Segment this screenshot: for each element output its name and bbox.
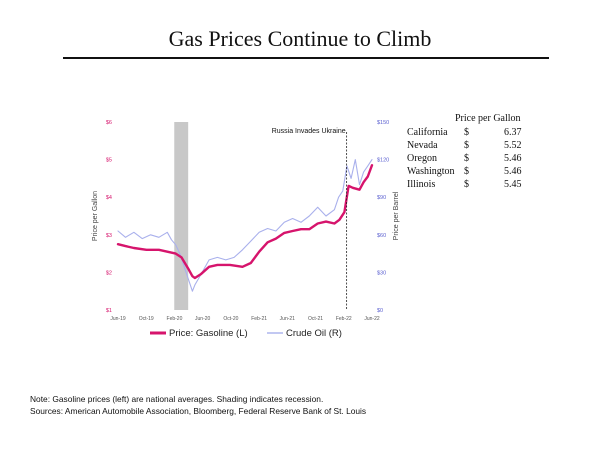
state-price: 5.46 bbox=[504, 153, 522, 164]
title-divider bbox=[63, 57, 549, 59]
recession-shading bbox=[174, 122, 189, 310]
state-name: Illinois bbox=[407, 179, 436, 190]
y-left-tick-label: $2 bbox=[106, 270, 112, 276]
x-tick-label: Feb-22 bbox=[336, 316, 352, 322]
y-right-tick-label: $120 bbox=[377, 158, 389, 164]
state-price: 5.52 bbox=[504, 140, 522, 151]
y-left-tick-label: $6 bbox=[106, 120, 112, 126]
y-right-axis-label: Price per Barrel bbox=[393, 191, 400, 240]
page-title: Gas Prices Continue to Climb bbox=[168, 26, 432, 51]
y-left-axis-label: Price per Gallon bbox=[92, 191, 99, 241]
state-name: Oregon bbox=[407, 153, 437, 164]
source-line: Sources: American Automobile Association… bbox=[30, 406, 367, 416]
invasion-annotation: Russia Invades Ukraine bbox=[272, 128, 346, 135]
x-tick-label: Oct-20 bbox=[223, 316, 238, 322]
y-right-tick-label: $0 bbox=[377, 308, 383, 314]
y-left-tick-label: $1 bbox=[106, 308, 112, 314]
x-tick-label: Feb-20 bbox=[167, 316, 183, 322]
x-tick-label: Jun-20 bbox=[195, 316, 211, 322]
chart-notes: Note: Gasoline prices (left) are nationa… bbox=[30, 393, 366, 417]
crude-oil-line bbox=[117, 159, 373, 292]
state-name: California bbox=[407, 127, 448, 138]
legend-label-gasoline: Price: Gasoline (L) bbox=[169, 328, 248, 339]
note-line: Note: Gasoline prices (left) are nationa… bbox=[30, 394, 324, 404]
state-price: 6.37 bbox=[504, 127, 522, 138]
y-right-tick-label: $150 bbox=[377, 120, 389, 126]
legend-label-oil: Crude Oil (R) bbox=[286, 328, 342, 339]
currency-symbol: $ bbox=[464, 166, 469, 177]
x-tick-label: Jun-21 bbox=[280, 316, 296, 322]
y-left-tick-label: $5 bbox=[106, 158, 112, 164]
x-tick-label: Jun-19 bbox=[110, 316, 126, 322]
x-tick-label: Oct-21 bbox=[308, 316, 323, 322]
currency-symbol: $ bbox=[464, 179, 469, 190]
y-right-tick-label: $90 bbox=[377, 195, 386, 201]
y-left-tick-label: $3 bbox=[106, 233, 112, 239]
state-price: 5.46 bbox=[504, 166, 522, 177]
currency-symbol: $ bbox=[464, 127, 469, 138]
gasoline-line bbox=[116, 163, 374, 280]
price-table-header: Price per Gallon bbox=[455, 113, 521, 124]
currency-symbol: $ bbox=[464, 140, 469, 151]
state-name: Washington bbox=[407, 166, 455, 177]
y-right-tick-label: $30 bbox=[377, 270, 386, 276]
x-tick-label: Feb-21 bbox=[251, 316, 267, 322]
x-tick-label: Oct-19 bbox=[139, 316, 154, 322]
state-name: Nevada bbox=[407, 140, 438, 151]
currency-symbol: $ bbox=[464, 153, 469, 164]
y-left-tick-label: $4 bbox=[106, 195, 112, 201]
state-price: 5.45 bbox=[504, 179, 522, 190]
y-right-tick-label: $60 bbox=[377, 233, 386, 239]
x-tick-label: Jun-22 bbox=[364, 316, 380, 322]
